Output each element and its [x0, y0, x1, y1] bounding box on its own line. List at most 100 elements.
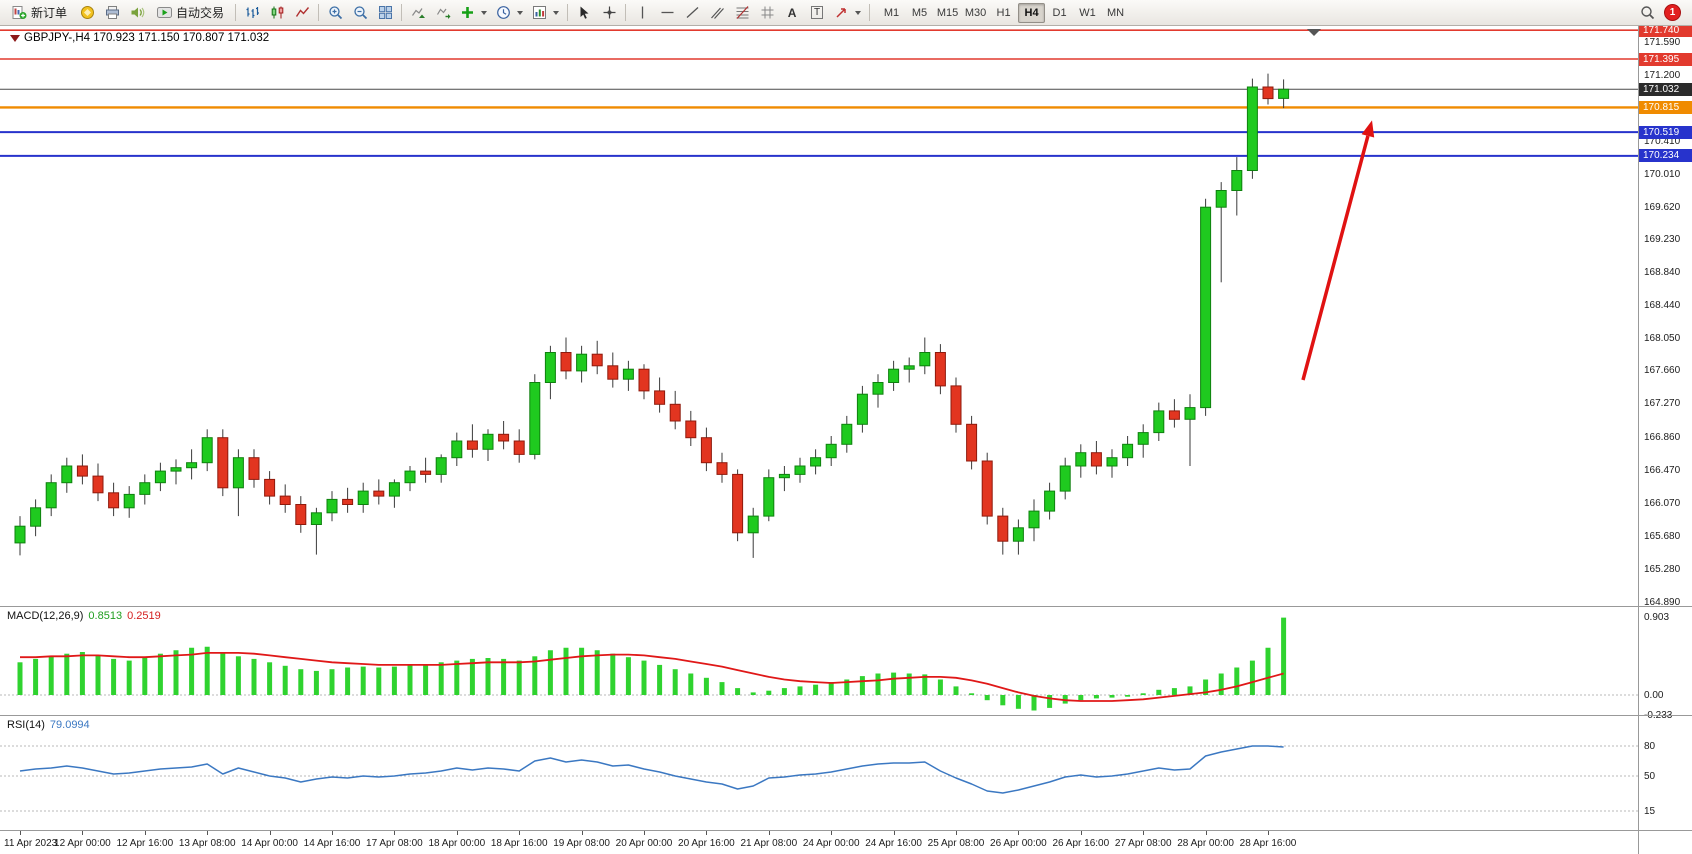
- candlestick-chart-canvas[interactable]: [0, 26, 1638, 606]
- timeframe-m5-button[interactable]: M5: [911, 6, 928, 19]
- timeframe-h4-button[interactable]: H4: [1018, 2, 1046, 23]
- auto-trading-label: 自动交易: [176, 6, 225, 20]
- time-label: 19 Apr 08:00: [553, 838, 610, 849]
- time-label: 24 Apr 16:00: [865, 838, 922, 849]
- auto-trading-icon: [157, 7, 173, 18]
- panel-divider[interactable]: [0, 715, 1692, 716]
- indicators-icon: [462, 7, 474, 18]
- scale-label: 171.200: [1644, 69, 1681, 81]
- dropdown-caret-icon: [553, 10, 560, 15]
- zoom-in-icon: [328, 6, 342, 20]
- chart-shift-icon: [436, 8, 451, 19]
- toolbar: 新订单 自动交易: [0, 0, 1692, 26]
- time-label: 12 Apr 00:00: [54, 838, 111, 849]
- scale-label: 168.840: [1644, 266, 1681, 278]
- crosshair-button[interactable]: [597, 2, 621, 24]
- zoom-in-button[interactable]: [323, 2, 347, 24]
- horizontal-line-tool-button[interactable]: [655, 2, 679, 24]
- macd-chart-canvas[interactable]: [0, 607, 1638, 715]
- time-label: 27 Apr 08:00: [1114, 838, 1172, 849]
- toolbar-separator: [401, 4, 403, 21]
- time-tick: [893, 831, 895, 835]
- indicators-button[interactable]: [456, 2, 491, 24]
- macd-label: MACD(12,26,9) 0.8513 0.2519: [7, 610, 161, 622]
- price-chart-panel[interactable]: GBPJPY-,H4 170.923 171.150 170.807 171.0…: [0, 26, 1638, 606]
- notification-badge[interactable]: 1: [1664, 4, 1681, 21]
- line-chart-button[interactable]: [290, 2, 314, 24]
- search-button[interactable]: [1635, 2, 1659, 24]
- metaeditor-icon: [80, 6, 94, 19]
- cursor-button[interactable]: [572, 2, 596, 24]
- candlestick-chart-icon: [271, 6, 283, 19]
- text-tool-button[interactable]: A: [780, 2, 804, 24]
- time-label: 12 Apr 16:00: [116, 838, 174, 849]
- time-tick: [144, 831, 146, 835]
- time-tick: [394, 831, 396, 835]
- timeframe-d1-button[interactable]: D1: [1052, 6, 1067, 19]
- price-scale[interactable]: 171.590 171.200 170.410 170.010 169.620 169.2…: [1638, 26, 1692, 854]
- price-badge: 171.032: [1639, 82, 1692, 96]
- chart-shift-button[interactable]: [431, 2, 455, 24]
- time-tick: [20, 831, 21, 835]
- time-tick: [956, 831, 957, 835]
- timeframe-mn-button[interactable]: MN: [1106, 6, 1125, 19]
- grid-tool-button[interactable]: [755, 2, 779, 24]
- toolbar-separator: [235, 4, 237, 21]
- print-button[interactable]: [100, 2, 124, 24]
- scale-label: 170.410: [1644, 135, 1681, 147]
- arrow-tool-icon: [836, 8, 846, 18]
- time-label: 17 Apr 08:00: [366, 838, 423, 849]
- metaeditor-button[interactable]: [75, 2, 99, 24]
- panel-divider[interactable]: [0, 606, 1692, 607]
- fibonacci-tool-button[interactable]: [730, 2, 754, 24]
- time-label: 26 Apr 16:00: [1052, 838, 1110, 849]
- macd-main-value: 0.8513: [88, 610, 123, 622]
- new-order-label: 新订单: [31, 6, 68, 20]
- auto-scroll-button[interactable]: [406, 2, 430, 24]
- toolbar-separator: [318, 4, 320, 21]
- vertical-line-tool-button[interactable]: [630, 2, 654, 24]
- chart-shift-marker-icon[interactable]: [1307, 29, 1321, 36]
- timeframe-m15-button[interactable]: M15: [936, 6, 959, 19]
- bar-chart-button[interactable]: [240, 2, 264, 24]
- chart-symbol-marker-icon: [10, 35, 20, 42]
- periods-button[interactable]: [492, 2, 527, 24]
- trendline-icon: [686, 7, 698, 18]
- macd-panel[interactable]: MACD(12,26,9) 0.8513 0.2519: [0, 607, 1638, 715]
- channel-tool-button[interactable]: [705, 2, 729, 24]
- arrows-tool-button[interactable]: [830, 2, 865, 24]
- timeframe-w1-button[interactable]: W1: [1079, 6, 1096, 19]
- rsi-panel[interactable]: RSI(14) 79.0994: [0, 716, 1638, 830]
- trend-arrow-annotation[interactable]: [1301, 135, 1370, 381]
- price-badge: 171.740: [1639, 26, 1692, 37]
- cursor-icon: [580, 6, 589, 19]
- sound-button[interactable]: [125, 2, 149, 24]
- sound-icon: [131, 7, 144, 18]
- trendline-tool-button[interactable]: [680, 2, 704, 24]
- tile-windows-button[interactable]: [373, 2, 397, 24]
- scale-label: 15: [1644, 805, 1656, 817]
- zoom-out-button[interactable]: [348, 2, 372, 24]
- time-label: 18 Apr 16:00: [490, 838, 548, 849]
- timeframe-m1-button[interactable]: M1: [883, 6, 900, 19]
- time-tick: [519, 831, 521, 835]
- macd-signal-value: 0.2519: [127, 610, 161, 622]
- text-label-tool-button[interactable]: T: [805, 2, 829, 24]
- timeframe-m30-button[interactable]: M30: [964, 6, 987, 19]
- candlestick-chart-button[interactable]: [265, 2, 289, 24]
- rsi-chart-canvas[interactable]: [0, 716, 1638, 830]
- time-tick: [456, 831, 458, 835]
- zoom-out-icon: [353, 6, 367, 20]
- timeframe-h1-button[interactable]: H1: [996, 6, 1011, 19]
- horizontal-line-icon: [661, 11, 674, 14]
- new-order-button[interactable]: 新订单: [5, 2, 74, 24]
- time-axis[interactable]: 11 Apr 2023 12 Apr 00:00 12 Apr 16:00 13 Ap…: [0, 831, 1638, 854]
- crosshair-icon: [603, 6, 616, 19]
- time-tick: [1268, 831, 1269, 835]
- vertical-line-icon: [641, 6, 643, 19]
- auto-trading-button[interactable]: 自动交易: [150, 2, 231, 24]
- time-tick: [831, 831, 833, 835]
- time-label: 25 Apr 08:00: [927, 838, 985, 849]
- time-label: 20 Apr 00:00: [615, 838, 673, 849]
- templates-button[interactable]: [528, 2, 563, 24]
